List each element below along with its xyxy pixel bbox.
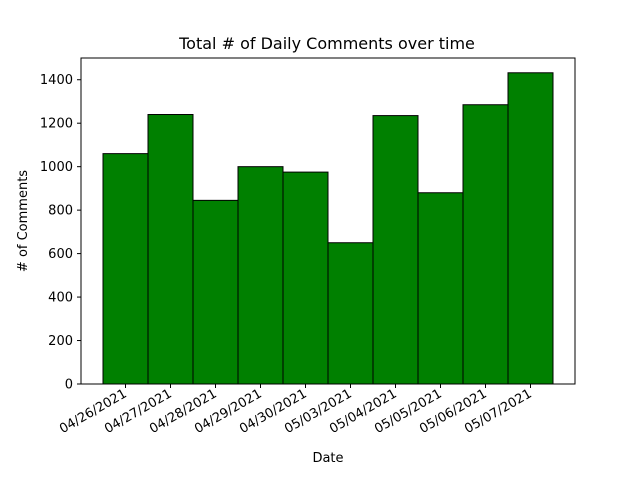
bar-05/06/2021 [462, 104, 509, 385]
bar-05/04/2021 [372, 115, 419, 385]
y-axis-label: # of Comments [16, 170, 31, 272]
y-tick-label: 1400 [40, 73, 73, 88]
bar-04/28/2021 [192, 199, 239, 385]
y-tick-label: 1000 [40, 160, 73, 175]
bar-05/03/2021 [327, 242, 374, 385]
bar-04/29/2021 [237, 166, 284, 385]
y-tick-label: 200 [48, 334, 73, 349]
y-axis: 0 200 400 600 800 1000 1200 1400 [40, 73, 81, 393]
plot-frame [80, 57, 576, 385]
bar-04/27/2021 [147, 114, 194, 385]
y-tick-label: 1200 [40, 117, 73, 132]
bars [102, 72, 554, 385]
bar-05/07/2021 [507, 72, 554, 385]
x-axis: 04/26/202104/27/202104/28/202104/29/2021… [57, 384, 535, 437]
bar-04/30/2021 [282, 171, 329, 385]
y-tick-label: 800 [48, 204, 73, 219]
y-tick-label: 0 [65, 378, 73, 393]
chart-title: Total # of Daily Comments over time [178, 34, 475, 53]
x-axis-label: Date [312, 451, 343, 466]
bar-04/26/2021 [102, 153, 149, 385]
y-tick-label: 600 [48, 247, 73, 262]
y-tick-label: 400 [48, 291, 73, 306]
bar-05/05/2021 [417, 192, 464, 385]
